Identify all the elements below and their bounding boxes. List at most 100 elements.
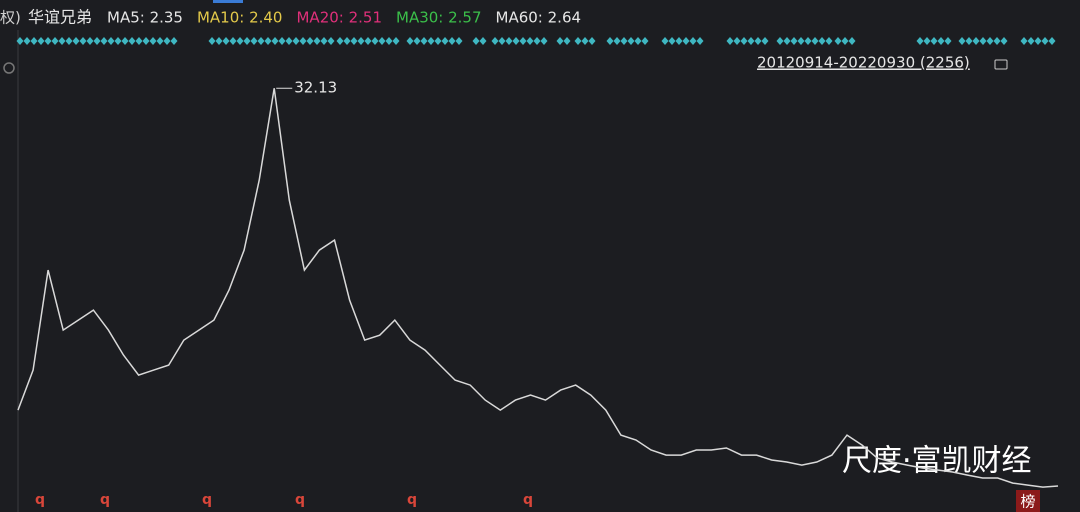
signal	[170, 37, 178, 45]
signal	[250, 37, 258, 45]
signal	[299, 37, 307, 45]
signal	[100, 37, 108, 45]
indicator-legend: MA5: 2.35 MA10: 2.40 MA20: 2.51 MA30: 2.57 M…	[107, 9, 581, 27]
signal	[455, 37, 463, 45]
indicator: MA5: 2.35	[107, 9, 183, 27]
signal	[675, 37, 683, 45]
signal	[965, 37, 973, 45]
signal	[79, 37, 87, 45]
badge[interactable]: 榜	[1020, 493, 1035, 511]
signal	[613, 37, 621, 45]
signal-row	[16, 37, 1056, 45]
date-range[interactable]: 20120914-20220930 (2256)	[757, 54, 970, 72]
signal	[44, 37, 52, 45]
signal	[818, 37, 826, 45]
signal	[222, 37, 230, 45]
indicator: MA20: 2.51	[296, 9, 382, 27]
signal	[350, 37, 358, 45]
event-marker[interactable]: q	[35, 492, 45, 508]
signal	[156, 37, 164, 45]
signal	[696, 37, 704, 45]
signal	[783, 37, 791, 45]
signal	[472, 37, 480, 45]
signal	[556, 37, 564, 45]
signal	[306, 37, 314, 45]
event-marker[interactable]: q	[202, 492, 212, 508]
signal	[937, 37, 945, 45]
signal	[620, 37, 628, 45]
event-marker[interactable]: q	[407, 492, 417, 508]
event-marker[interactable]: q	[295, 492, 305, 508]
signal	[740, 37, 748, 45]
signal	[563, 37, 571, 45]
signal	[498, 37, 506, 45]
signal	[726, 37, 734, 45]
header-prefix: 权)	[0, 9, 21, 27]
event-marker[interactable]: q	[523, 492, 533, 508]
signal	[149, 37, 157, 45]
signal	[1034, 37, 1042, 45]
signal	[747, 37, 755, 45]
event-marker[interactable]: q	[100, 492, 110, 508]
signal	[364, 37, 372, 45]
signal	[733, 37, 741, 45]
max-label: 32.13	[294, 79, 337, 97]
signal	[208, 37, 216, 45]
signal	[142, 37, 150, 45]
signal	[661, 37, 669, 45]
signal	[790, 37, 798, 45]
stock-name: 华谊兄弟	[28, 8, 92, 27]
signal	[236, 37, 244, 45]
scroll-indicator	[213, 0, 243, 3]
settings-icon[interactable]	[3, 62, 15, 74]
signal	[371, 37, 379, 45]
signal	[434, 37, 442, 45]
indicator: MA30: 2.57	[396, 9, 482, 27]
signal	[526, 37, 534, 45]
signal	[689, 37, 697, 45]
signal	[641, 37, 649, 45]
signal	[979, 37, 987, 45]
signal	[30, 37, 38, 45]
signal	[519, 37, 527, 45]
watermark: 尺度·富凯财经	[842, 444, 1032, 479]
signal	[1027, 37, 1035, 45]
signal	[313, 37, 321, 45]
signal	[114, 37, 122, 45]
signal	[16, 37, 24, 45]
signal	[972, 37, 980, 45]
signal	[23, 37, 31, 45]
signal	[285, 37, 293, 45]
signal	[135, 37, 143, 45]
signal	[993, 37, 1001, 45]
signal	[986, 37, 994, 45]
signal	[574, 37, 582, 45]
signal	[420, 37, 428, 45]
price-line	[17, 88, 1059, 488]
signal	[406, 37, 414, 45]
signal	[668, 37, 676, 45]
signal	[1041, 37, 1049, 45]
indicator: MA10: 2.40	[197, 9, 283, 27]
signal	[448, 37, 456, 45]
signal	[923, 37, 931, 45]
signal	[215, 37, 223, 45]
signal	[336, 37, 344, 45]
indicator: MA60: 2.64	[496, 9, 582, 27]
signal	[491, 37, 499, 45]
signal	[958, 37, 966, 45]
signal	[51, 37, 59, 45]
signal	[327, 37, 335, 45]
signal	[627, 37, 635, 45]
signal	[37, 37, 45, 45]
signal	[163, 37, 171, 45]
signal	[533, 37, 541, 45]
signal	[848, 37, 856, 45]
signal	[754, 37, 762, 45]
lock-icon[interactable]	[994, 59, 1008, 70]
signal	[540, 37, 548, 45]
signal	[634, 37, 642, 45]
signal	[271, 37, 279, 45]
signal	[292, 37, 300, 45]
